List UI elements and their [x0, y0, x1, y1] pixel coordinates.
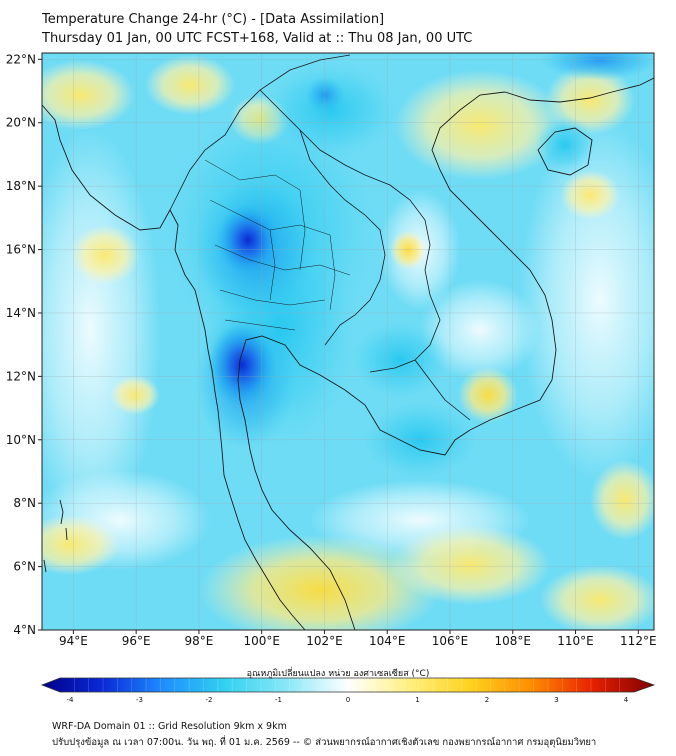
- colorbar-bar: [40, 677, 656, 693]
- colorbar-tick-label: 4: [624, 696, 629, 704]
- lon-tick-label: 112°E: [620, 634, 657, 648]
- lat-tick-label: 4°N: [13, 623, 36, 637]
- colorbar-tick-label: 2: [485, 696, 489, 704]
- colorbar-segments: [74, 678, 620, 692]
- lon-tick-label: 102°E: [306, 634, 343, 648]
- latitude-axis: 4°N 6°N 8°N 10°N 12°N 14°N 16°N 18°N 20°N 22°N: [6, 52, 42, 637]
- myanmar-coast: [42, 104, 231, 496]
- vietnam-coast: [431, 91, 557, 431]
- malay-west-coast: [229, 494, 306, 630]
- lat-tick-label: 14°N: [6, 306, 36, 320]
- lat-tick-label: 16°N: [6, 243, 36, 257]
- coastlines-and-borders: [42, 54, 654, 630]
- lat-tick-label: 22°N: [6, 52, 36, 66]
- lat-tick-label: 20°N: [6, 116, 36, 130]
- lon-tick-label: 98°E: [184, 634, 213, 648]
- colorbar-tick-label: 1: [415, 696, 419, 704]
- lon-tick-label: 106°E: [432, 634, 469, 648]
- lon-tick-label: 96°E: [122, 634, 151, 648]
- longitude-axis: 94°E 96°E 98°E 100°E 102°E 104°E 106°E 108°E 110…: [59, 630, 657, 648]
- graticule: [42, 53, 654, 630]
- footer-model-info: WRF-DA Domain 01 :: Grid Resolution 9km …: [52, 721, 287, 732]
- lat-tick-label: 12°N: [6, 369, 36, 383]
- lon-tick-label: 108°E: [495, 634, 532, 648]
- colorbar-tick-label: 3: [554, 696, 558, 704]
- colorbar-tick-label: -3: [136, 696, 143, 704]
- lat-tick-label: 10°N: [6, 433, 36, 447]
- lon-tick-label: 94°E: [59, 634, 88, 648]
- colorbar-tick-label: 0: [346, 696, 350, 704]
- colorbar: -4 -3 -2 -1 0 1 2 3 4: [40, 677, 656, 704]
- province-lines: [204, 159, 351, 331]
- hainan-island: [537, 127, 593, 176]
- gulf-thailand-coast: [237, 335, 471, 630]
- colorbar-title: อุณหภูมิเปลี่ยนแปลง หน่วย องศาเซลเซียส (…: [246, 669, 430, 679]
- lon-tick-label: 104°E: [369, 634, 406, 648]
- colorbar-tick-label: -2: [206, 696, 213, 704]
- lon-tick-label: 100°E: [243, 634, 280, 648]
- lat-tick-label: 8°N: [13, 496, 36, 510]
- lat-tick-label: 18°N: [6, 179, 36, 193]
- andaman-islands: [43, 499, 68, 573]
- footer-update-info: ปรับปรุงข้อมูล ณ เวลา 07:00น. วัน พฤ. ที…: [52, 737, 597, 748]
- colorbar-tick-label: -1: [275, 696, 282, 704]
- map-frame: [41, 52, 655, 631]
- map-subtitle: Thursday 01 Jan, 00 UTC FCST+168, Valid …: [42, 31, 473, 46]
- china-coast: [504, 77, 654, 103]
- colorbar-tick-label: -4: [67, 696, 75, 704]
- colorbar-ticks: -4 -3 -2 -1 0 1 2 3 4: [67, 696, 629, 704]
- map-title: Temperature Change 24-hr (°C) - [Data As…: [42, 12, 385, 27]
- lat-tick-label: 6°N: [13, 560, 36, 574]
- temperature-field: [42, 53, 654, 630]
- country-borders: [169, 54, 471, 421]
- lon-tick-label: 110°E: [557, 634, 594, 648]
